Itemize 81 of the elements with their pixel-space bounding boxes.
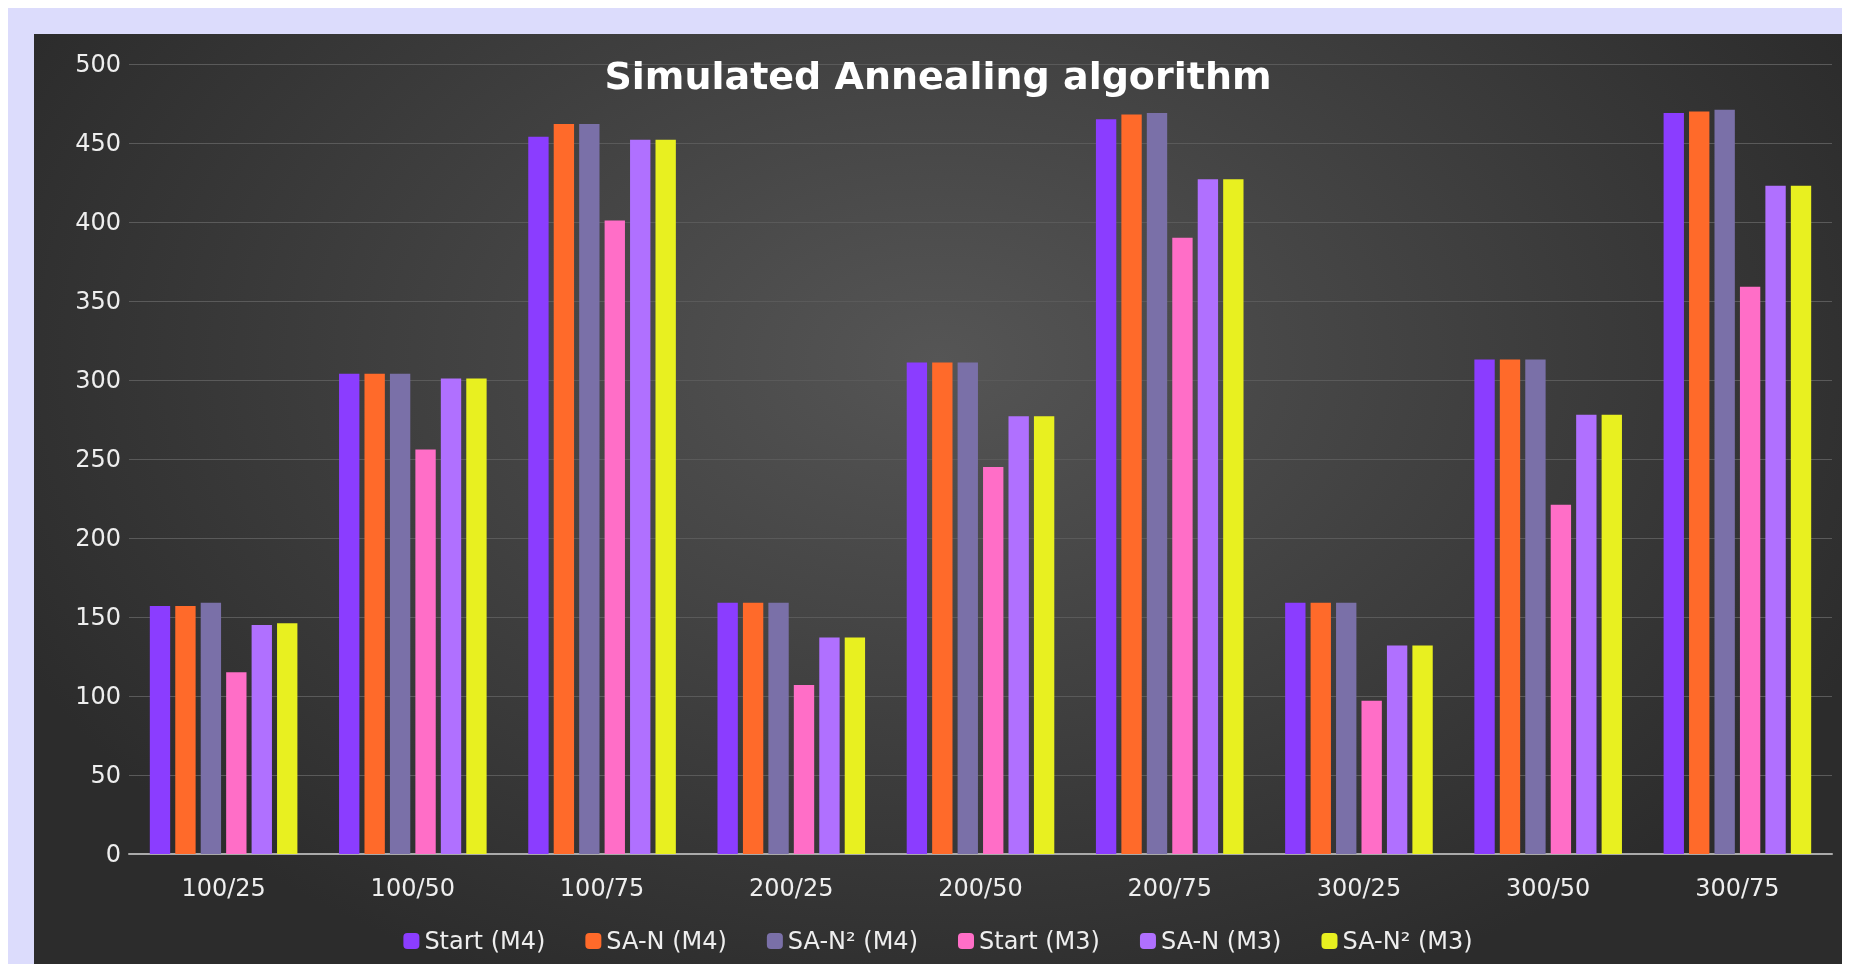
bar — [742, 602, 764, 854]
y-tick-label: 400 — [75, 208, 121, 236]
bar — [1790, 185, 1812, 854]
bar — [1386, 645, 1408, 854]
bar — [906, 362, 928, 854]
legend-label: SA-N² (M4) — [787, 927, 918, 955]
bar — [932, 362, 953, 854]
legend-label: Start (M3) — [979, 927, 1100, 955]
bar — [793, 684, 815, 854]
x-tick-label: 100/75 — [559, 874, 645, 902]
y-tick-label: 0 — [105, 840, 121, 868]
bar — [466, 378, 487, 854]
x-tick-label: 100/50 — [370, 874, 456, 902]
bar — [768, 602, 789, 854]
bar — [844, 637, 866, 854]
bar — [579, 124, 600, 854]
x-tick-label: 300/75 — [1695, 874, 1780, 902]
bar — [200, 602, 222, 854]
bar — [339, 373, 360, 854]
bar — [1499, 359, 1521, 854]
bar — [630, 139, 651, 854]
x-tick-label: 300/50 — [1505, 874, 1591, 902]
x-tick-label: 200/75 — [1127, 874, 1212, 902]
y-tick-label: 50 — [90, 761, 121, 789]
y-tick-label: 500 — [75, 50, 121, 78]
bar — [1223, 179, 1244, 854]
bar — [277, 623, 298, 854]
legend-label: SA-N (M3) — [1160, 927, 1282, 955]
bar — [655, 139, 676, 854]
y-tick-label: 150 — [75, 603, 121, 631]
bar — [1525, 359, 1546, 854]
bar — [1146, 112, 1168, 854]
bar — [528, 136, 549, 854]
bar — [1765, 185, 1786, 854]
x-tick-label: 100/25 — [181, 874, 266, 902]
bar — [1474, 359, 1495, 854]
bar — [604, 220, 625, 854]
bar — [957, 362, 978, 854]
bar — [819, 637, 840, 854]
bar — [1576, 414, 1597, 854]
chart-title: Simulated Annealing algorithm — [604, 54, 1272, 98]
bar — [1033, 416, 1055, 854]
y-tick-label: 200 — [75, 524, 121, 552]
bar — [1197, 179, 1219, 854]
bar — [1285, 602, 1306, 854]
legend-label: Start (M4) — [424, 927, 546, 955]
bar — [1172, 237, 1193, 854]
bar — [1739, 286, 1761, 854]
bar — [389, 373, 411, 854]
bar — [1550, 504, 1572, 854]
bar — [717, 602, 738, 854]
x-tick-label: 300/25 — [1316, 874, 1402, 902]
bar — [251, 624, 272, 854]
bar — [1361, 700, 1382, 854]
y-tick-label: 350 — [75, 287, 121, 315]
bar — [440, 378, 462, 854]
bar — [1663, 112, 1684, 854]
bar — [175, 605, 196, 854]
y-tick-label: 300 — [75, 366, 121, 394]
bar — [983, 466, 1004, 854]
y-tick-label: 100 — [75, 682, 121, 710]
bar — [1601, 414, 1622, 854]
legend-label: SA-N (M4) — [606, 927, 727, 955]
bar — [364, 373, 385, 854]
y-tick-label: 250 — [75, 445, 121, 473]
bar — [226, 672, 247, 854]
bar — [1714, 109, 1735, 854]
bar — [415, 449, 436, 854]
bar — [1310, 602, 1331, 854]
bar — [553, 124, 575, 854]
legend-label: SA-N² (M3) — [1342, 927, 1473, 955]
bar — [1121, 114, 1142, 854]
x-tick-label: 200/50 — [938, 874, 1023, 902]
bar — [1336, 602, 1357, 854]
bar — [1412, 645, 1433, 854]
x-tick-label: 200/25 — [749, 874, 834, 902]
bar — [1689, 111, 1710, 854]
bar — [1008, 416, 1029, 854]
bar — [149, 605, 171, 854]
bar — [1095, 119, 1117, 854]
y-tick-label: 450 — [75, 129, 121, 157]
